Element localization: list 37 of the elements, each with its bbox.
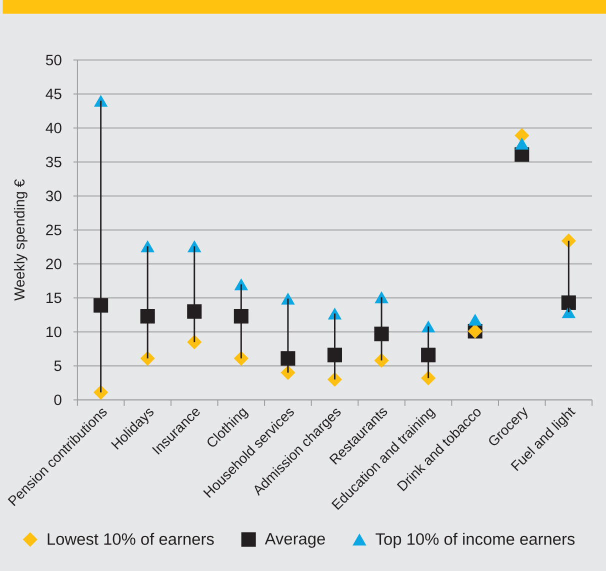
- y-tick-label: 45: [46, 88, 62, 100]
- y-tick-label: 20: [46, 258, 62, 270]
- point: [94, 298, 108, 312]
- point: [94, 94, 108, 107]
- y-tick-label: 35: [46, 156, 62, 168]
- y-tick-label: 10: [46, 326, 62, 337]
- point: [280, 365, 296, 380]
- point: [514, 128, 530, 143]
- y-tick-label: 50: [46, 54, 62, 66]
- point: [187, 334, 202, 350]
- legend-label: Lowest 10% of earners: [48, 532, 214, 545]
- point: [421, 348, 436, 362]
- y-tick-label: 30: [46, 190, 62, 202]
- point: [420, 370, 436, 386]
- y-tick-label: 15: [46, 292, 62, 303]
- point: [140, 240, 154, 252]
- legend-label: Top 10% of income earners: [376, 532, 575, 548]
- point: [562, 306, 576, 318]
- point: [514, 137, 529, 150]
- legend-label: Average: [264, 532, 325, 548]
- point: [280, 350, 296, 366]
- y-tick-label: 5: [54, 360, 62, 371]
- point: [140, 308, 155, 324]
- y-tick-label: 40: [46, 122, 62, 134]
- point: [561, 233, 576, 248]
- point: [468, 313, 482, 326]
- point: [327, 348, 342, 362]
- y-tick-label: 25: [46, 224, 62, 236]
- point: [234, 308, 248, 324]
- y-tick-label: 0: [54, 394, 62, 405]
- point: [374, 326, 389, 342]
- point: [561, 295, 576, 310]
- y-axis-title: Weekly spending €: [14, 179, 28, 300]
- point: [93, 384, 108, 400]
- point: [187, 304, 202, 319]
- point: [187, 240, 202, 252]
- point: [234, 278, 248, 290]
